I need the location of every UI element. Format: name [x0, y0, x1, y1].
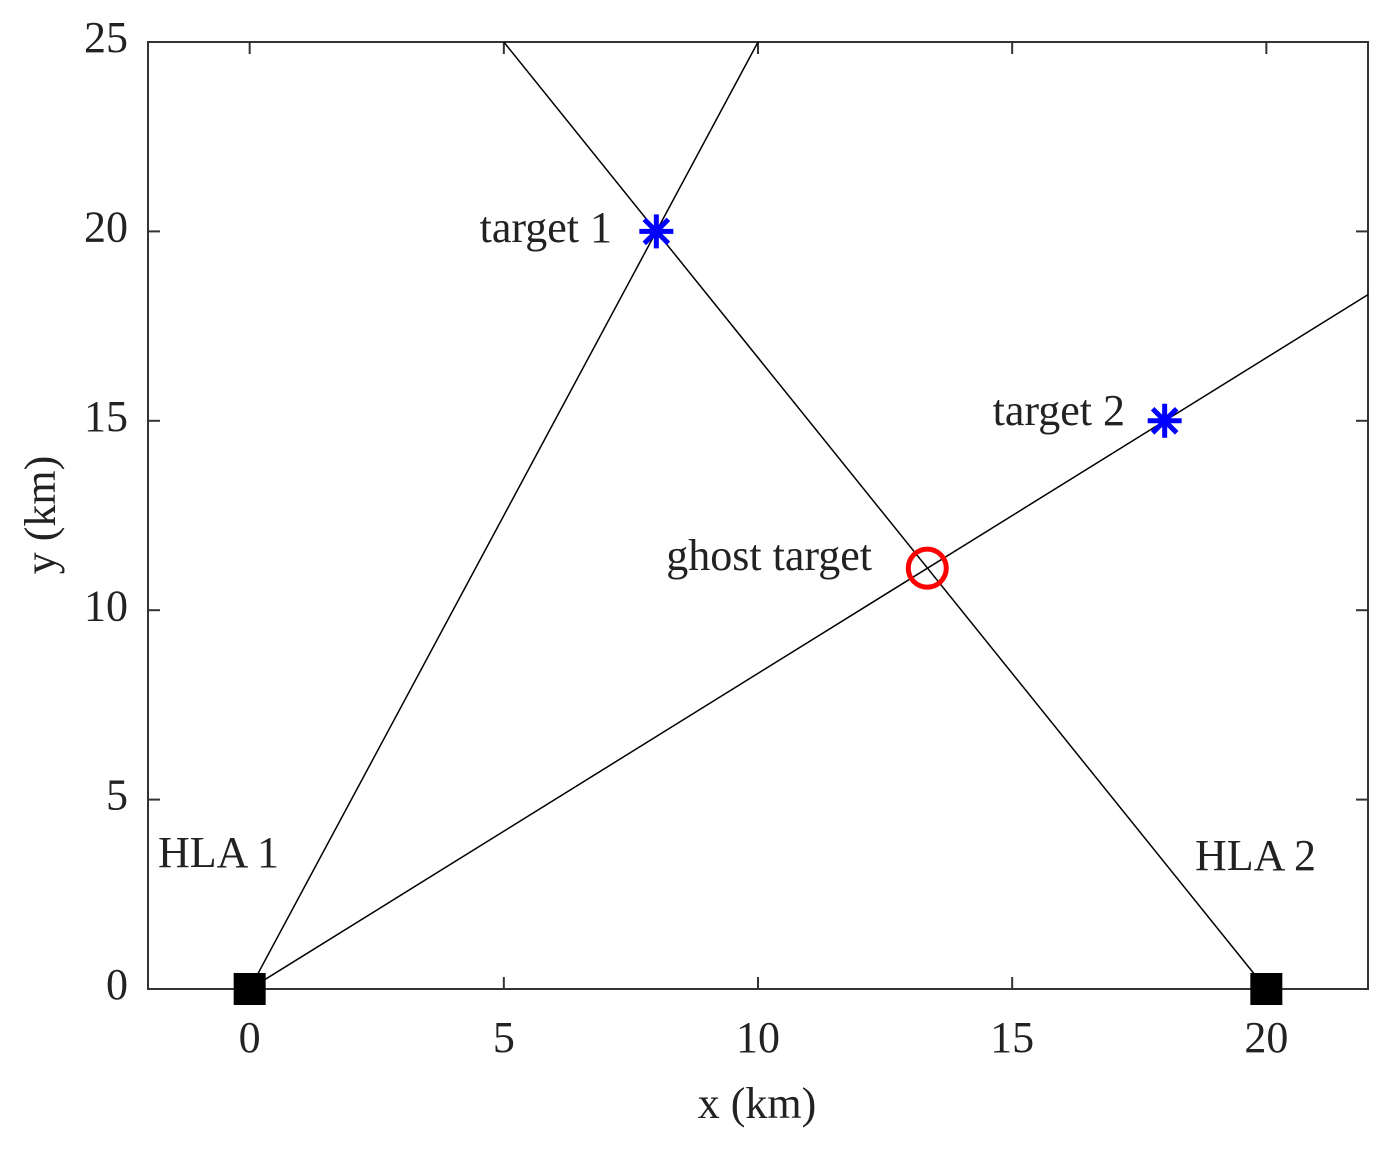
- annotation: HLA 1: [158, 828, 279, 877]
- x-tick-label: 20: [1244, 1013, 1288, 1062]
- annotation: ghost target: [666, 531, 872, 580]
- y-tick-label: 10: [84, 581, 128, 630]
- y-tick-label: 5: [106, 771, 128, 820]
- circle-marker: [905, 546, 949, 590]
- x-axis-label: x (km): [698, 1079, 817, 1128]
- line: [503, 41, 1267, 990]
- x-tick-label: 0: [239, 1013, 261, 1062]
- annotation: HLA 2: [1195, 831, 1316, 880]
- annotation: target 2: [993, 386, 1125, 435]
- asterisk-marker: [639, 214, 674, 249]
- square-marker: [233, 973, 266, 1005]
- asterisk-marker: [1147, 403, 1182, 438]
- y-tick-label: 15: [84, 392, 128, 441]
- x-tick-label: 15: [990, 1013, 1034, 1062]
- line: [249, 294, 1369, 990]
- y-axis-label: y (km): [16, 456, 65, 575]
- square-marker: [1250, 973, 1283, 1005]
- y-tick-label: 20: [84, 202, 128, 251]
- annotation: target 1: [480, 203, 612, 252]
- x-tick-label: 10: [736, 1013, 780, 1062]
- y-tick-label: 0: [106, 960, 128, 1009]
- plot-frame: [147, 41, 1369, 990]
- x-tick-label: 5: [493, 1013, 515, 1062]
- line: [249, 41, 759, 990]
- y-tick-label: 25: [84, 13, 128, 62]
